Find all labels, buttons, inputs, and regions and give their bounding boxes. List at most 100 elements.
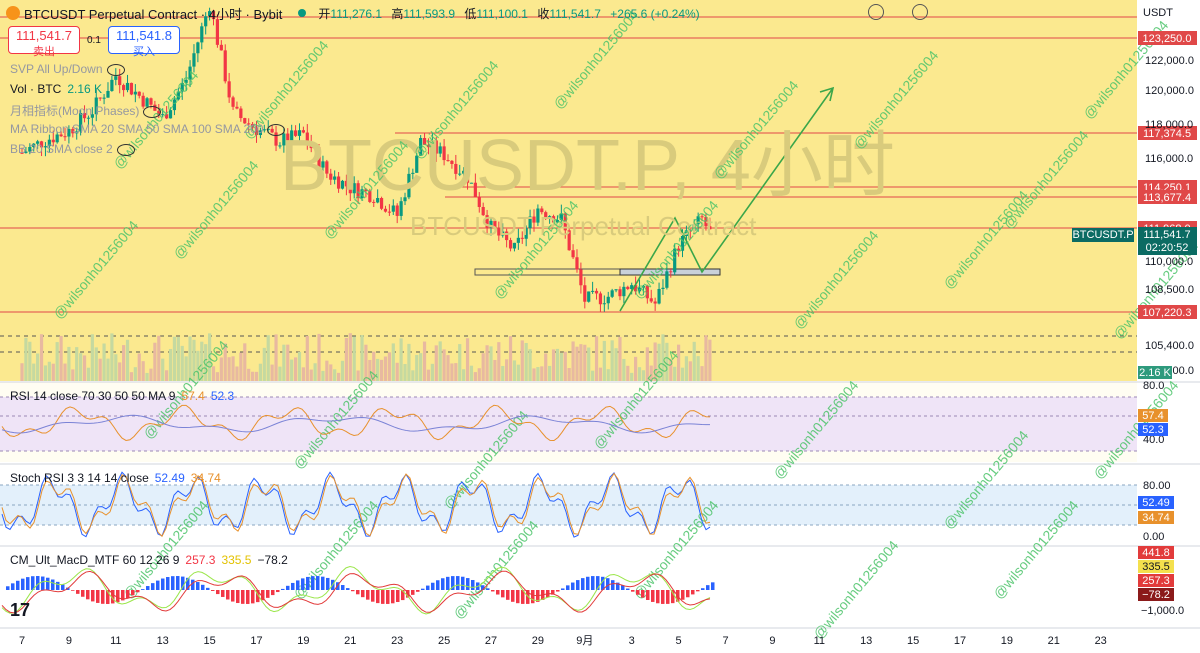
candle-body	[434, 140, 438, 154]
time-tick: 19	[297, 635, 309, 647]
volume-bar	[239, 352, 243, 381]
volume-bar	[415, 354, 419, 381]
macd-histogram-bar	[361, 590, 365, 598]
candle-body	[407, 173, 411, 198]
macd-histogram-bar	[156, 580, 160, 590]
candle-body	[39, 141, 44, 148]
volume-bar	[630, 372, 634, 381]
rsi-ma-line	[1, 414, 711, 434]
macd-histogram-bar	[76, 590, 80, 594]
volume-bar	[321, 370, 325, 381]
grid-lines	[0, 335, 1137, 526]
volume-bar	[395, 362, 399, 381]
candle-body	[489, 220, 493, 228]
volume-indicator-label[interactable]: Vol · BTC 2.16 K	[10, 82, 103, 96]
volume-bar	[110, 333, 114, 381]
candle-body	[235, 106, 239, 109]
volume-bar	[407, 343, 411, 381]
sell-button[interactable]: 111,541.7 卖出	[8, 26, 80, 58]
volume-bar	[419, 353, 423, 381]
volume-bar	[426, 369, 431, 381]
bb-indicator-label[interactable]: BB 20 SMA close 2	[10, 142, 135, 156]
symbol-title[interactable]: BTCUSDT Perpetual Contract · 4小时 · Bybit	[24, 6, 283, 22]
candle-body	[669, 271, 673, 273]
volume-bar	[250, 371, 255, 381]
rsi-tick: 80.0	[1143, 380, 1164, 392]
rsi-ma-text: 52.3	[1142, 424, 1163, 436]
candle-body	[180, 82, 184, 92]
candle-body	[165, 114, 169, 119]
candle-body	[622, 286, 626, 297]
buy-button[interactable]: 111,541.8 买入	[108, 26, 180, 58]
volume-bar	[352, 336, 356, 381]
volume-bar	[55, 342, 59, 381]
volume-bar	[602, 340, 606, 381]
chart-header: BTCUSDT Perpetual Contract · 4小时 · Bybit…	[0, 0, 706, 26]
candle-body	[462, 170, 466, 174]
volume-bar	[598, 367, 603, 381]
macd-histogram-bar	[581, 578, 585, 590]
candle-body	[114, 76, 118, 80]
volume-bar	[583, 344, 587, 381]
volume-bar	[118, 362, 122, 381]
candle-body	[493, 220, 497, 229]
candle-body	[391, 205, 395, 212]
volume-bar	[700, 366, 704, 381]
macd-label[interactable]: CM_Ult_MacD_MTF 60 12 26 9 257.3 335.5 −78.…	[10, 553, 288, 567]
candle-body	[446, 160, 450, 162]
volume-bar	[465, 338, 470, 381]
volume-bar	[665, 342, 669, 381]
svp-indicator-label[interactable]: SVP All Up/Down	[10, 62, 125, 76]
candle-body	[548, 216, 552, 218]
hidden-eye-icon[interactable]	[106, 63, 125, 76]
time-tick: 29	[532, 635, 544, 647]
price-tick: 122,000.0	[1145, 55, 1194, 67]
macd-histogram-bar	[251, 590, 255, 604]
macd-histogram-bar	[246, 590, 250, 604]
volume-bar	[153, 342, 157, 381]
hidden-eye-icon[interactable]	[116, 143, 135, 156]
market-open-dot-icon	[298, 9, 307, 17]
candle-body	[82, 113, 87, 119]
time-tick: 21	[1048, 635, 1060, 647]
candle-body	[51, 139, 55, 143]
macd-histogram-bar	[346, 588, 350, 590]
volume-bar	[422, 341, 427, 381]
candle-body	[309, 142, 313, 149]
stoch-label[interactable]: Stoch RSI 3 3 14 14 close 52.49 34.74	[10, 471, 221, 485]
volume-bar	[86, 367, 91, 381]
time-tick: 15	[907, 635, 919, 647]
settings-icon[interactable]	[912, 4, 928, 20]
candle-body	[250, 124, 255, 128]
candle-body	[497, 228, 501, 236]
hidden-eye-icon[interactable]	[143, 105, 162, 118]
candle-body	[587, 291, 591, 302]
ma-ribbon-label[interactable]: MA Ribbon SMA 20 SMA 50 SMA 100 SMA 200	[10, 122, 286, 136]
candle-body	[274, 132, 278, 146]
candle-body	[598, 293, 603, 305]
macd-histogram-bar	[316, 576, 320, 590]
rsi-label[interactable]: RSI 14 close 70 30 50 50 MA 9 57.4 52.3	[10, 389, 235, 403]
macd-histogram-bar	[486, 588, 490, 590]
candle-body	[211, 11, 216, 20]
volume-bar	[376, 358, 380, 381]
macd-histogram-bar	[6, 586, 10, 590]
candle-body	[555, 220, 560, 223]
alert-icon[interactable]	[868, 4, 884, 20]
volume-bar	[692, 341, 696, 381]
candle-body	[305, 132, 309, 143]
volume-bar	[75, 347, 79, 381]
volume-bar	[575, 346, 579, 381]
hidden-eye-icon[interactable]	[267, 123, 286, 136]
tradingview-logo: 17	[10, 600, 31, 620]
candle-body	[176, 91, 180, 100]
time-tick: 27	[485, 635, 497, 647]
candle-body	[692, 224, 696, 231]
macd-histogram-bar	[376, 590, 380, 604]
macd-histogram-bar	[406, 590, 410, 598]
moon-indicator-label[interactable]: 月相指标(Moon Phases)	[10, 102, 162, 119]
symbol-bar-tag: BTCUSDT.P	[1072, 228, 1134, 242]
volume-bar	[696, 356, 700, 381]
macd-tag	[1138, 546, 1174, 559]
